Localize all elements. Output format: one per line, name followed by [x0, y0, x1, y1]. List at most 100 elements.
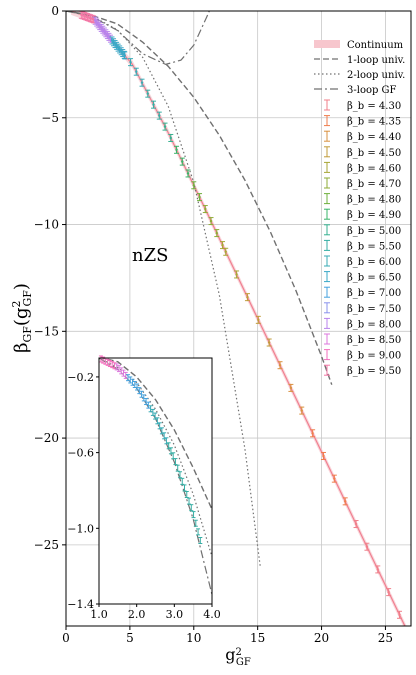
x-tick-label: 5 — [126, 631, 134, 645]
data-point — [354, 522, 358, 526]
data-point — [109, 37, 112, 40]
inset-ticks: 1.0 2.0 3.0 4.0 −0.2 −0.6 −1.0 −1.4 — [67, 371, 220, 621]
main-data-points — [78, 10, 402, 619]
y-tick-label: −20 — [34, 431, 59, 445]
y-tick-label: −15 — [34, 324, 59, 338]
data-point — [101, 28, 105, 31]
data-point — [121, 51, 124, 55]
data-point — [398, 613, 401, 616]
inset-series-2-loop-univ- — [99, 358, 212, 557]
legend-label-three_loop: 3-loop GF — [347, 85, 397, 96]
inset-series-1-loop-univ- — [99, 358, 212, 510]
data-point — [100, 26, 103, 30]
legend-label-beta: β_b = 4.35 — [347, 117, 401, 128]
legend-label-beta: β_b = 4.70 — [347, 179, 401, 190]
x-tick-label: 25 — [378, 631, 393, 645]
data-point — [107, 35, 111, 39]
data-point — [311, 432, 314, 435]
legend-label-beta: β_b = 4.40 — [347, 132, 401, 143]
data-point — [120, 50, 123, 53]
data-point — [322, 454, 325, 458]
y-tick-label: −10 — [34, 218, 59, 232]
data-point — [106, 33, 109, 37]
inset-chart: 1.0 2.0 3.0 4.0 −0.2 −0.6 −1.0 −1.4 — [67, 355, 221, 621]
data-point — [192, 184, 195, 187]
legend-label-beta: β_b = 5.50 — [347, 241, 401, 252]
data-point — [103, 30, 106, 33]
data-point — [93, 19, 97, 22]
inset-x-tick-label: 1.0 — [90, 608, 108, 621]
data-point — [97, 23, 100, 26]
data-point — [387, 590, 390, 594]
data-point — [186, 172, 190, 175]
legend-label-two_loop: 2-loop univ. — [347, 70, 405, 81]
main-ticks: 0 5 10 15 20 25 0 −5 −10 −15 −20 −25 — [34, 4, 393, 645]
series-1-loop-univ- — [66, 11, 333, 385]
data-point — [209, 219, 213, 223]
inset-data-points — [98, 355, 203, 544]
legend-label-beta: β_b = 6.00 — [347, 257, 401, 268]
y-tick-label: −5 — [41, 111, 59, 125]
legend-label-beta: β_b = 7.00 — [347, 288, 401, 299]
legend-label-beta: β_b = 8.00 — [347, 319, 401, 330]
x-tick-label: 15 — [250, 631, 265, 645]
data-point — [198, 195, 201, 199]
data-point — [246, 295, 249, 299]
data-point — [221, 243, 224, 247]
x-tick-label: 10 — [186, 631, 201, 645]
data-point — [129, 60, 132, 64]
data-point — [140, 81, 144, 84]
legend-label-beta: β_b = 7.50 — [347, 304, 401, 315]
legend-label-beta: β_b = 5.00 — [347, 226, 401, 237]
data-point — [116, 46, 120, 49]
data-point — [343, 500, 347, 503]
legend-label-continuum: Continuum — [347, 40, 404, 51]
data-point — [104, 32, 108, 35]
data-point — [163, 125, 167, 128]
y-tick-label: −25 — [34, 538, 59, 552]
data-point — [158, 114, 161, 117]
data-point — [112, 41, 115, 44]
legend-label-beta: β_b = 4.50 — [347, 148, 401, 159]
data-point — [376, 568, 379, 571]
data-point — [115, 44, 118, 48]
data-point — [300, 409, 303, 412]
inset-x-tick-label: 4.0 — [203, 608, 221, 621]
data-point — [333, 477, 336, 480]
data-point — [204, 207, 207, 211]
legend-label-beta: β_b = 4.60 — [347, 163, 401, 174]
data-point — [215, 231, 218, 235]
inset-y-tick-label: −0.6 — [67, 447, 94, 460]
data-point — [267, 341, 271, 344]
data-point — [257, 318, 260, 322]
data-point — [365, 545, 369, 548]
data-point — [175, 148, 178, 152]
data-point — [113, 42, 117, 46]
legend-label-beta: β_b = 4.90 — [347, 210, 401, 221]
data-point — [123, 54, 126, 57]
legend-label-beta: β_b = 4.30 — [347, 101, 401, 112]
data-point — [98, 24, 101, 28]
data-point — [169, 136, 172, 140]
inset-y-tick-label: −1.0 — [67, 522, 94, 535]
nzs-annotation: nZS — [132, 245, 168, 266]
legend-label-beta: β_b = 6.50 — [347, 273, 401, 284]
legend-label-beta: β_b = 9.50 — [347, 366, 401, 377]
data-point — [152, 103, 155, 106]
x-tick-label: 20 — [314, 631, 329, 645]
inset-background — [99, 358, 212, 604]
data-point — [95, 21, 98, 24]
data-point — [110, 39, 114, 42]
inset-x-tick-label: 2.0 — [128, 608, 146, 621]
data-point — [289, 386, 293, 390]
legend-swatch-continuum — [314, 40, 340, 48]
legend-label-beta: β_b = 8.50 — [347, 335, 401, 346]
data-point — [181, 160, 184, 163]
data-point — [146, 92, 149, 95]
legend-label-beta: β_b = 4.80 — [347, 195, 401, 206]
x-tick-label: 0 — [62, 631, 70, 645]
legend: Continuum 1-loop univ. 2-loop univ. 3-loop … — [314, 40, 405, 377]
legend-label-one_loop: 1-loop univ. — [347, 55, 405, 66]
data-point — [224, 250, 227, 253]
data-point — [235, 273, 238, 276]
